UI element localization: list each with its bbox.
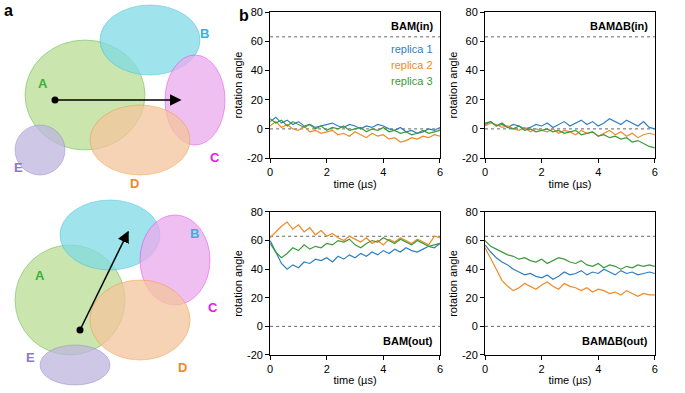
svg-text:-20: -20 [462, 349, 478, 361]
svg-text:20: 20 [466, 94, 478, 106]
svg-text:E: E [14, 160, 23, 175]
svg-text:0: 0 [472, 320, 478, 332]
svg-text:B: B [200, 26, 209, 41]
svg-text:2: 2 [539, 363, 545, 375]
svg-text:BAM(out): BAM(out) [383, 335, 433, 347]
svg-text:60: 60 [251, 35, 263, 47]
svg-text:40: 40 [251, 64, 263, 76]
svg-text:0: 0 [482, 166, 488, 178]
svg-text:2: 2 [324, 166, 330, 178]
svg-text:60: 60 [466, 234, 478, 246]
svg-text:80: 80 [251, 206, 263, 218]
svg-text:20: 20 [251, 292, 263, 304]
svg-text:a: a [4, 2, 13, 19]
svg-text:60: 60 [251, 234, 263, 246]
svg-text:80: 80 [251, 6, 263, 18]
svg-text:time (µs): time (µs) [334, 178, 377, 190]
svg-text:BAMΔB(in): BAMΔB(in) [590, 20, 648, 32]
svg-text:80: 80 [466, 206, 478, 218]
svg-text:-20: -20 [247, 349, 263, 361]
svg-text:6: 6 [437, 363, 443, 375]
svg-text:4: 4 [380, 166, 386, 178]
svg-text:40: 40 [466, 263, 478, 275]
svg-text:b: b [239, 7, 249, 24]
svg-text:2: 2 [539, 166, 545, 178]
svg-text:A: A [38, 76, 48, 91]
svg-text:60: 60 [466, 35, 478, 47]
svg-text:80: 80 [466, 6, 478, 18]
svg-text:BAM(in): BAM(in) [391, 20, 433, 32]
svg-text:replica 1: replica 1 [391, 43, 433, 55]
svg-text:0: 0 [267, 363, 273, 375]
svg-text:replica 3: replica 3 [391, 75, 433, 87]
svg-text:0: 0 [267, 166, 273, 178]
svg-text:0: 0 [472, 123, 478, 135]
svg-text:replica 2: replica 2 [391, 59, 433, 71]
svg-text:rotation angle: rotation angle [232, 250, 244, 317]
svg-text:4: 4 [595, 363, 601, 375]
svg-text:rotation angle: rotation angle [232, 52, 244, 119]
svg-text:-20: -20 [247, 152, 263, 164]
svg-text:time (µs): time (µs) [334, 374, 377, 386]
svg-text:0: 0 [257, 320, 263, 332]
svg-text:BAMΔB(out): BAMΔB(out) [582, 335, 648, 347]
svg-text:E: E [26, 350, 35, 365]
svg-text:0: 0 [257, 123, 263, 135]
svg-text:6: 6 [437, 166, 443, 178]
svg-text:0: 0 [482, 363, 488, 375]
svg-text:D: D [130, 176, 139, 191]
svg-text:4: 4 [380, 363, 386, 375]
svg-text:4: 4 [595, 166, 601, 178]
svg-text:rotation angle: rotation angle [447, 52, 459, 119]
svg-text:20: 20 [466, 292, 478, 304]
svg-text:6: 6 [652, 166, 658, 178]
svg-text:time (µs): time (µs) [548, 374, 591, 386]
svg-text:C: C [210, 150, 220, 165]
svg-text:40: 40 [466, 64, 478, 76]
svg-text:B: B [190, 226, 199, 241]
svg-text:rotation angle: rotation angle [447, 250, 459, 317]
svg-text:2: 2 [324, 363, 330, 375]
svg-text:40: 40 [251, 263, 263, 275]
svg-text:D: D [178, 360, 187, 375]
svg-text:-20: -20 [462, 152, 478, 164]
svg-text:20: 20 [251, 94, 263, 106]
svg-text:C: C [208, 300, 218, 315]
svg-text:6: 6 [652, 363, 658, 375]
svg-text:time (µs): time (µs) [548, 178, 591, 190]
svg-text:A: A [35, 268, 45, 283]
